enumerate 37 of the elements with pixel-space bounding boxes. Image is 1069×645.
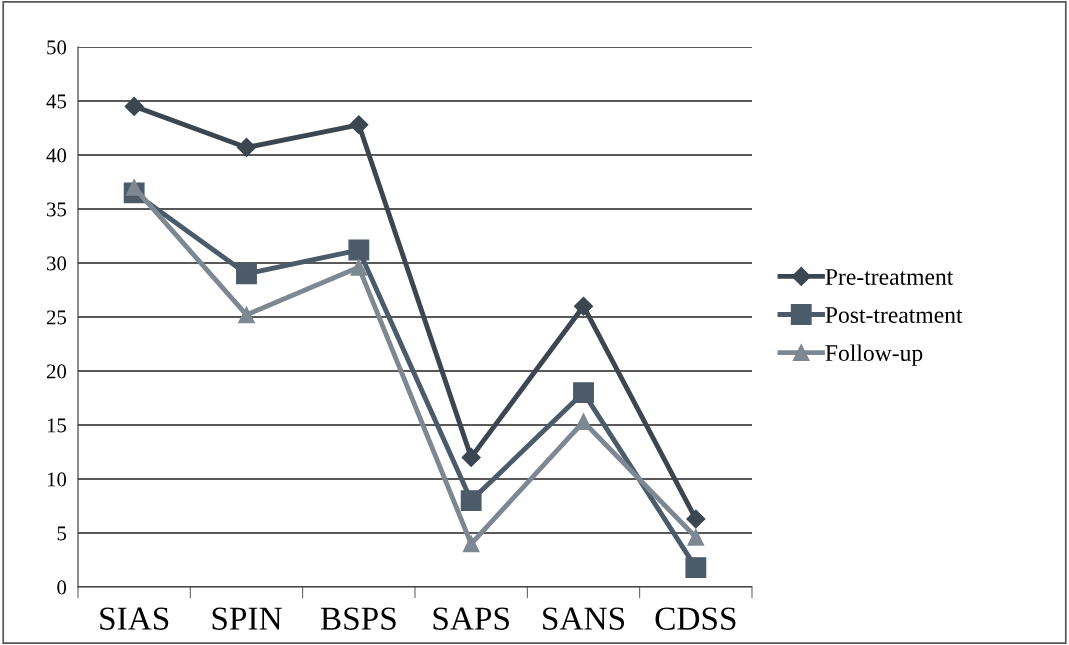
y-tick-label: 0 [57,580,67,595]
point [462,535,480,553]
point [124,96,144,116]
legend-label: Post-treatment [825,307,963,323]
legend-label: Follow-up [825,344,923,366]
y-tick-label: 10 [47,472,67,487]
point [573,296,594,316]
point [236,263,257,285]
point [461,447,481,467]
y-tick-label: 35 [47,202,67,217]
x-tick-label: CDSS [655,607,736,630]
x-tick-label: SAPS [433,607,509,630]
y-tick-label: 30 [47,256,67,271]
point [348,239,370,261]
point [575,413,592,431]
y-tick-label: 40 [46,148,67,163]
y-tick-label: 50 [47,40,67,55]
point [236,137,257,157]
point [238,306,255,324]
legend-label: Pre-treatment [825,269,954,285]
point [687,528,705,546]
point [125,179,143,196]
y-tick-label: 45 [46,94,67,109]
point [685,557,707,578]
point [349,115,369,135]
y-tick-label: 15 [47,418,67,433]
x-tick-label: SANS [543,607,625,630]
point [686,509,706,529]
point [350,258,368,276]
x-tick-label: SPIN [212,607,282,630]
x-tick-label: SIAS [100,607,169,630]
y-tick-label: 5 [57,526,67,541]
point [460,490,482,512]
point [573,382,594,404]
y-tick-label: 20 [46,364,67,379]
x-tick-label: BSPS [320,607,396,630]
y-tick-label: 25 [46,310,67,325]
